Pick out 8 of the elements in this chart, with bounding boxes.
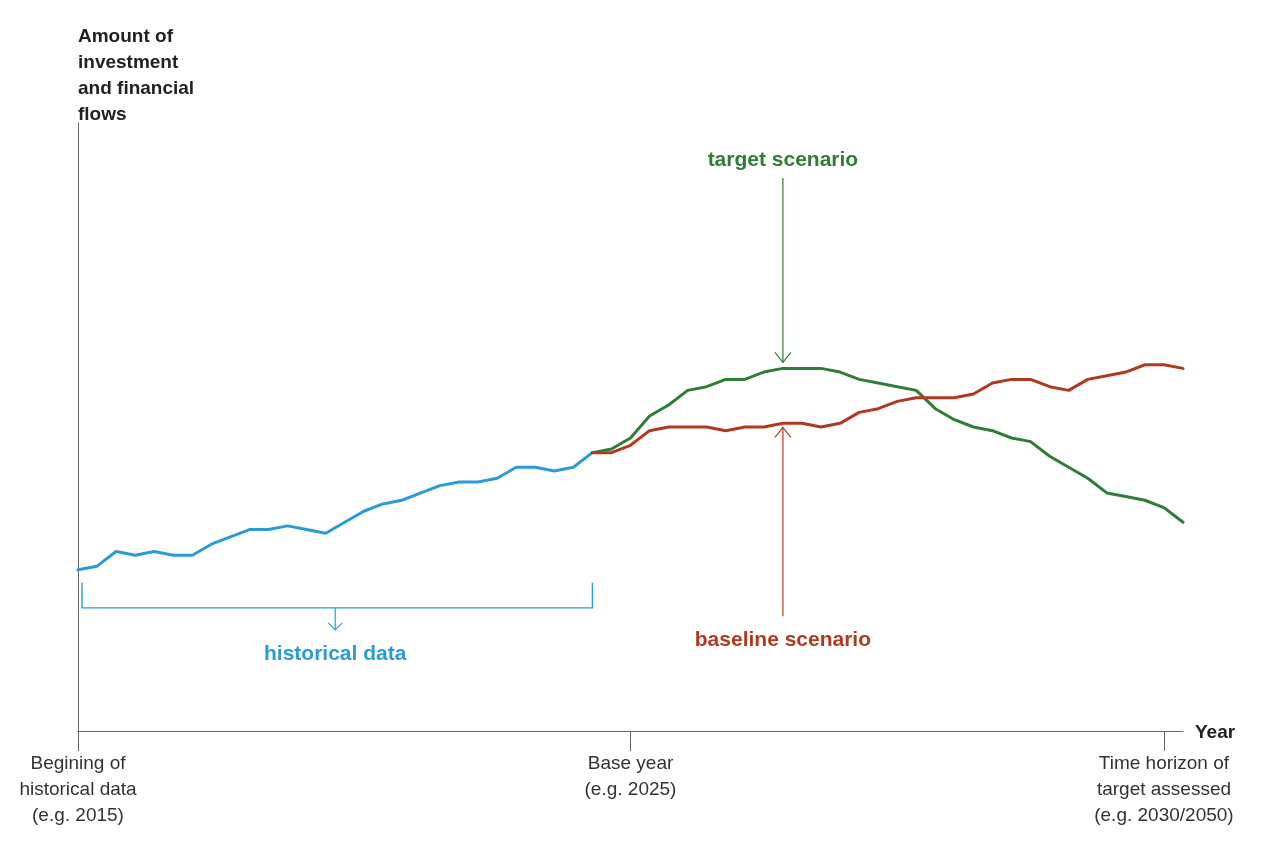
x-tick-label: Base year (e.g. 2025) — [584, 751, 677, 799]
text: target scenario — [707, 146, 859, 170]
x-axis-title: Year — [1195, 720, 1236, 742]
text: baseline scenario — [694, 626, 872, 650]
x-tick-label: Time horizon of target assessed (e.g. 2030/2050) — [1094, 751, 1234, 825]
x-tick-label: Begining of historical data (e.g. 2015) — [19, 751, 138, 825]
text: Amount of investment and financial flows — [78, 24, 195, 124]
legend-label: historical data — [264, 641, 407, 665]
